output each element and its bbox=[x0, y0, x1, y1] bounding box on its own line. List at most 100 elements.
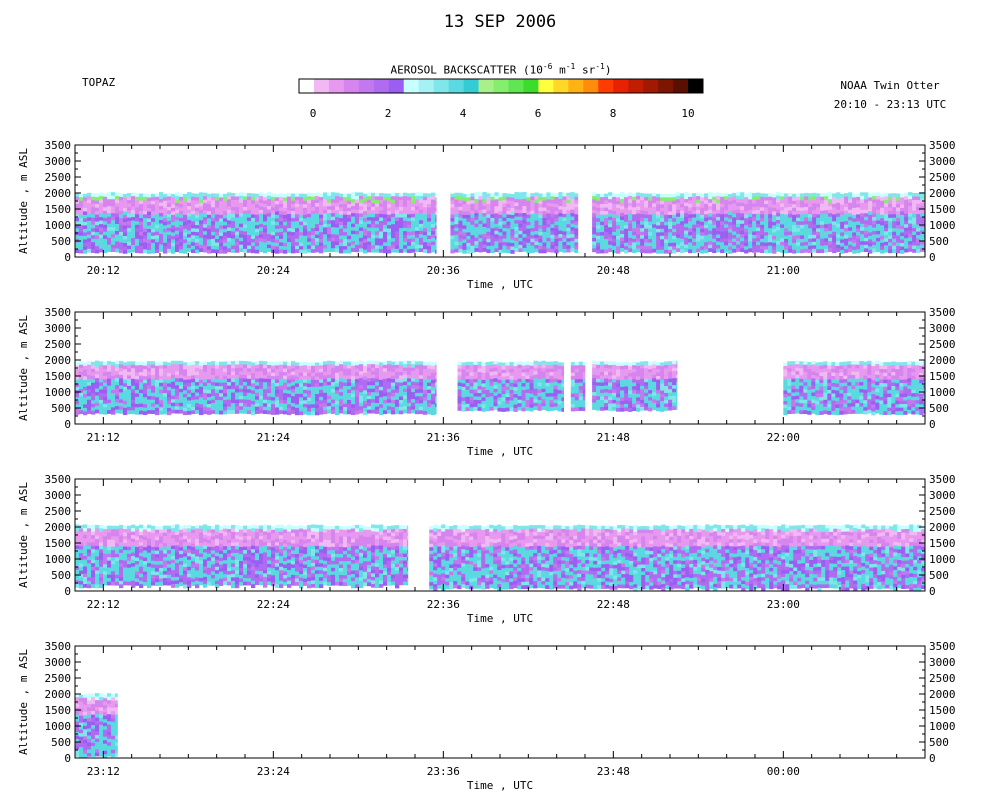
backscatter-cell bbox=[207, 246, 212, 251]
backscatter-cell bbox=[179, 221, 184, 226]
backscatter-cell bbox=[247, 364, 252, 369]
backscatter-cell bbox=[327, 199, 332, 203]
backscatter-cell bbox=[660, 204, 665, 209]
backscatter-cell bbox=[812, 245, 817, 250]
backscatter-cell bbox=[482, 241, 487, 245]
backscatter-cell bbox=[604, 221, 609, 226]
backscatter-cell bbox=[676, 248, 681, 253]
backscatter-cell bbox=[335, 234, 340, 239]
backscatter-cell bbox=[131, 248, 136, 253]
backscatter-cell bbox=[367, 381, 372, 386]
backscatter-cell bbox=[275, 211, 280, 216]
backscatter-cell bbox=[187, 213, 192, 217]
backscatter-cell bbox=[255, 403, 260, 407]
backscatter-cell bbox=[175, 223, 180, 228]
backscatter-cell bbox=[776, 223, 781, 228]
backscatter-cell bbox=[856, 207, 861, 212]
backscatter-cell bbox=[91, 207, 96, 211]
backscatter-cell bbox=[203, 238, 208, 242]
backscatter-cell bbox=[247, 396, 252, 401]
backscatter-cell bbox=[163, 389, 168, 394]
backscatter-cell bbox=[159, 234, 164, 238]
backscatter-cell bbox=[624, 218, 629, 222]
backscatter-cell bbox=[347, 382, 352, 387]
backscatter-cell bbox=[143, 217, 148, 222]
backscatter-cell bbox=[175, 195, 180, 200]
backscatter-cell bbox=[788, 196, 793, 201]
backscatter-cell bbox=[399, 231, 404, 236]
backscatter-cell bbox=[119, 228, 124, 233]
backscatter-cell bbox=[291, 239, 296, 243]
backscatter-cell bbox=[335, 393, 340, 398]
backscatter-cell bbox=[367, 406, 372, 410]
backscatter-cell bbox=[355, 361, 360, 366]
backscatter-cell bbox=[315, 238, 320, 242]
backscatter-cell bbox=[239, 378, 244, 383]
backscatter-cell bbox=[704, 221, 709, 226]
backscatter-cell bbox=[796, 193, 801, 197]
backscatter-cell bbox=[235, 375, 240, 379]
backscatter-cell bbox=[247, 242, 252, 246]
backscatter-cell bbox=[574, 200, 579, 205]
colorbar-title-suffix: ) bbox=[604, 63, 612, 77]
backscatter-cell bbox=[339, 225, 344, 229]
backscatter-cell bbox=[171, 378, 176, 382]
backscatter-cell bbox=[574, 249, 579, 254]
backscatter-cell bbox=[347, 239, 352, 243]
backscatter-cell bbox=[287, 210, 292, 215]
backscatter-cell bbox=[199, 202, 204, 207]
backscatter-cell bbox=[287, 207, 292, 211]
backscatter-cell bbox=[896, 207, 901, 212]
backscatter-cell bbox=[167, 227, 172, 232]
backscatter-cell bbox=[251, 365, 256, 370]
backscatter-cell bbox=[239, 367, 244, 372]
backscatter-cell bbox=[538, 239, 543, 243]
backscatter-cell bbox=[211, 231, 216, 236]
colorbar-swatch bbox=[448, 79, 464, 93]
backscatter-cell bbox=[143, 200, 148, 205]
backscatter-cell bbox=[247, 403, 252, 408]
backscatter-cell bbox=[864, 195, 869, 200]
backscatter-cell bbox=[347, 396, 352, 401]
backscatter-cell bbox=[530, 221, 535, 225]
backscatter-cell bbox=[852, 221, 857, 226]
backscatter-cell bbox=[566, 192, 571, 197]
backscatter-cell bbox=[131, 403, 136, 408]
backscatter-cell bbox=[191, 210, 196, 215]
backscatter-cell bbox=[347, 211, 352, 215]
backscatter-cell bbox=[375, 196, 380, 201]
backscatter-cell bbox=[680, 217, 685, 222]
backscatter-cell bbox=[115, 220, 120, 225]
backscatter-cell bbox=[123, 393, 128, 398]
backscatter-cell bbox=[331, 230, 336, 235]
backscatter-cell bbox=[664, 228, 669, 233]
backscatter-cell bbox=[279, 406, 284, 411]
backscatter-cell bbox=[542, 197, 547, 201]
backscatter-cell bbox=[343, 246, 348, 250]
backscatter-cell bbox=[800, 245, 805, 250]
backscatter-cell bbox=[900, 236, 905, 240]
backscatter-cell bbox=[546, 244, 551, 249]
backscatter-cell bbox=[115, 402, 120, 407]
backscatter-cell bbox=[295, 224, 300, 229]
backscatter-cell bbox=[403, 367, 408, 372]
backscatter-cell bbox=[546, 206, 551, 211]
backscatter-segment bbox=[75, 360, 437, 416]
backscatter-cell bbox=[303, 393, 308, 398]
backscatter-cell bbox=[832, 210, 837, 215]
backscatter-cell bbox=[399, 365, 404, 369]
backscatter-cell bbox=[656, 225, 661, 230]
backscatter-cell bbox=[864, 213, 869, 218]
backscatter-cell bbox=[450, 232, 455, 236]
backscatter-cell bbox=[287, 372, 292, 377]
backscatter-cell bbox=[407, 193, 412, 198]
backscatter-cell bbox=[570, 202, 575, 207]
backscatter-cell bbox=[872, 220, 877, 225]
backscatter-cell bbox=[215, 400, 220, 404]
backscatter-cell bbox=[558, 230, 563, 235]
backscatter-cell bbox=[115, 241, 120, 246]
backscatter-cell bbox=[267, 220, 272, 224]
backscatter-cell bbox=[379, 228, 384, 232]
y-tick-label-right: 1000 bbox=[929, 219, 956, 232]
backscatter-cell bbox=[359, 213, 364, 218]
